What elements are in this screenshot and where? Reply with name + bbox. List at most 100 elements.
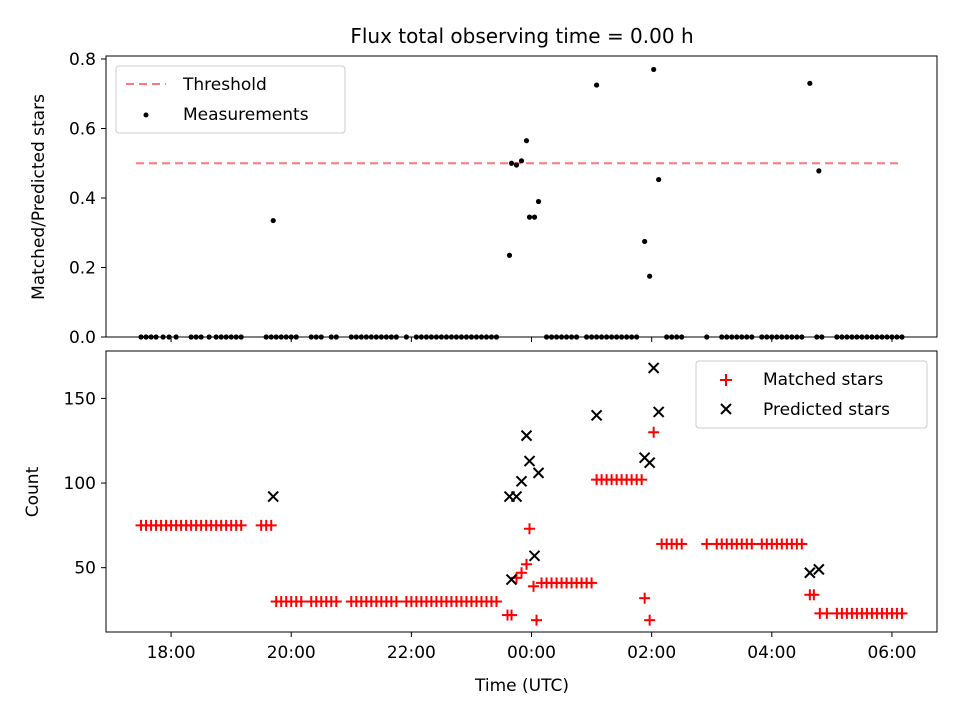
predicted-marker-b: [813, 563, 825, 576]
measurement-point: [664, 334, 670, 340]
measurement-point: [624, 334, 630, 340]
measurement-point: [383, 334, 389, 340]
measurement-point: [535, 198, 542, 205]
measurement-point: [193, 334, 199, 340]
measurement-point: [206, 334, 212, 340]
matched-star-point: [746, 538, 758, 550]
measurement-point: [807, 80, 813, 86]
measurement-point: [188, 334, 194, 340]
measurement-point: [558, 334, 565, 340]
measurement-point: [333, 334, 339, 340]
measurement-point: [353, 334, 359, 340]
matched-star-point: [524, 523, 536, 535]
measurement-point: [531, 214, 538, 220]
measurement-point: [614, 334, 620, 340]
measurement-point: [593, 82, 600, 88]
measurement-point: [488, 334, 495, 340]
top-plot-frame: [105, 55, 938, 338]
predicted-marker-b: [520, 429, 533, 442]
measurement-point: [759, 334, 765, 340]
legend-predicted-label: Predicted stars: [763, 400, 890, 420]
measurement-point: [543, 334, 550, 340]
measurement-point: [729, 334, 735, 340]
bottom-legend: Matched stars Predicted stars: [695, 360, 928, 429]
legend-matched-label: Matched stars: [763, 370, 883, 390]
top-y-tick-label: 0.2: [69, 259, 96, 279]
measurement-point: [153, 334, 159, 340]
measurement-point: [238, 334, 244, 340]
matched-star-point: [644, 614, 656, 626]
measurement-point: [609, 334, 615, 340]
measurement-point: [523, 138, 530, 144]
measurement-point: [859, 334, 865, 340]
measurement-point: [674, 334, 680, 340]
measurement-point: [884, 334, 890, 340]
measurement-point: [744, 334, 750, 340]
top-y-tick-label: 0.8: [69, 50, 96, 70]
measurement-point: [438, 334, 445, 340]
measurement-point: [834, 334, 840, 340]
matched-star-point: [505, 609, 517, 621]
measurement-point: [388, 334, 394, 340]
predicted-star-point: [505, 573, 518, 586]
measurement-point: [642, 238, 648, 245]
measurement-point: [799, 334, 805, 340]
measurement-point: [629, 334, 635, 340]
measurement-point: [223, 334, 229, 340]
matched-star-point: [821, 607, 833, 619]
predicted-marker-b: [590, 409, 603, 422]
measurement-point: [548, 334, 555, 340]
measurement-point: [844, 334, 850, 340]
measurement-point: [869, 334, 875, 340]
bottom-y-tick-label: 50: [74, 559, 96, 579]
measurement-point: [889, 334, 895, 340]
measurement-point: [373, 334, 379, 340]
measurement-point: [228, 334, 234, 340]
measurement-point: [173, 334, 179, 340]
predicted-marker-b: [532, 467, 545, 479]
measurement-point: [506, 252, 513, 258]
measurement-point: [288, 334, 294, 340]
predicted-star-point: [532, 467, 545, 479]
measurement-point: [458, 334, 465, 340]
matched-star-point: [636, 474, 648, 486]
measurement-point: [593, 334, 600, 340]
bottom-x-tick-label: 18:00: [147, 643, 196, 663]
measurement-point: [478, 334, 485, 340]
bottom-y-axis-label: Count: [23, 466, 43, 517]
predicted-marker-b: [652, 406, 665, 418]
matched-star-point: [648, 426, 660, 438]
measurement-point: [213, 334, 219, 340]
predicted-marker-b: [528, 550, 541, 562]
predicted-star-point: [590, 409, 603, 422]
matched-star-point: [490, 596, 502, 608]
measurement-point: [899, 334, 905, 340]
measurement-point: [358, 334, 364, 340]
measurement-point: [148, 334, 154, 340]
bottom-legend-box: [695, 360, 928, 429]
measurement-point: [704, 334, 710, 340]
measurement-point: [433, 334, 439, 340]
measurement-point: [166, 334, 172, 340]
matched-star-point: [521, 558, 533, 570]
matched-star-point: [701, 538, 713, 550]
predicted-star-point: [813, 563, 825, 576]
matched-star-point: [808, 589, 820, 601]
measurement-point: [468, 334, 475, 340]
predicted-marker-b: [515, 475, 528, 488]
legend-measurements-label: Measurements: [183, 105, 309, 125]
matched-star-point: [528, 580, 540, 592]
measurement-point: [318, 334, 324, 340]
measurement-point: [724, 334, 730, 340]
matched-star-point: [586, 577, 598, 589]
matched-star-point: [295, 596, 307, 608]
measurement-point: [378, 334, 384, 340]
measurement-point: [393, 334, 399, 340]
measurement-point: [864, 334, 870, 340]
predicted-star-point: [652, 406, 665, 418]
measurement-point: [443, 334, 450, 340]
measurement-point: [816, 168, 822, 174]
predicted-marker-b: [510, 490, 523, 503]
measurement-point: [313, 334, 319, 340]
